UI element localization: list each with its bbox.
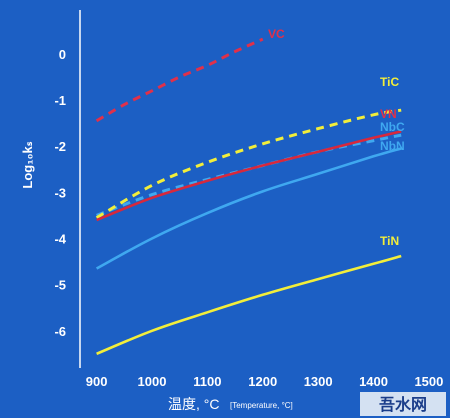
x-axis-sublabel: [Temperature, °C]	[230, 401, 293, 410]
x-tick-label: 1000	[138, 374, 167, 389]
watermark-box	[360, 392, 446, 416]
x-tick-label: 1300	[304, 374, 333, 389]
series-line-nbn	[95, 147, 402, 270]
y-tick-label: -4	[54, 231, 66, 246]
x-tick-label: 1500	[414, 374, 443, 389]
series-label-vc: VC	[268, 27, 285, 41]
series-label-nbn: NbN	[380, 139, 405, 153]
series-label-tic: TiC	[380, 75, 399, 89]
y-tick-label: -6	[54, 324, 66, 339]
y-tick-label: 0	[59, 47, 66, 62]
x-tick-label: 1400	[359, 374, 388, 389]
series-line-vc	[95, 37, 264, 123]
y-tick-label: -1	[54, 93, 66, 108]
x-tick-label: 1100	[193, 374, 221, 389]
y-tick-label: -5	[54, 278, 66, 293]
series-label-nbc: NbC	[380, 120, 405, 134]
y-axis-label: Log₁₀kₛ	[20, 141, 35, 188]
series-line-vn	[96, 130, 402, 222]
x-tick-labels: 900 1000 1100 1200 1300 1400 1500	[86, 374, 444, 389]
y-tick-label: -3	[54, 185, 66, 200]
watermark: 吾水网	[379, 395, 427, 414]
series-line-tic	[95, 108, 402, 219]
series-label-tin: TiN	[380, 234, 399, 248]
x-axis-label: 温度, °C	[168, 396, 220, 412]
series-line-tin	[96, 254, 402, 356]
x-tick-label: 900	[86, 374, 108, 389]
x-tick-label: 1200	[248, 374, 277, 389]
series-label-vn: VN	[380, 107, 397, 121]
y-tick-labels: 0 -1 -2 -3 -4 -5 -6	[54, 47, 66, 339]
y-tick-label: -2	[54, 139, 66, 154]
series-lines	[95, 37, 402, 356]
